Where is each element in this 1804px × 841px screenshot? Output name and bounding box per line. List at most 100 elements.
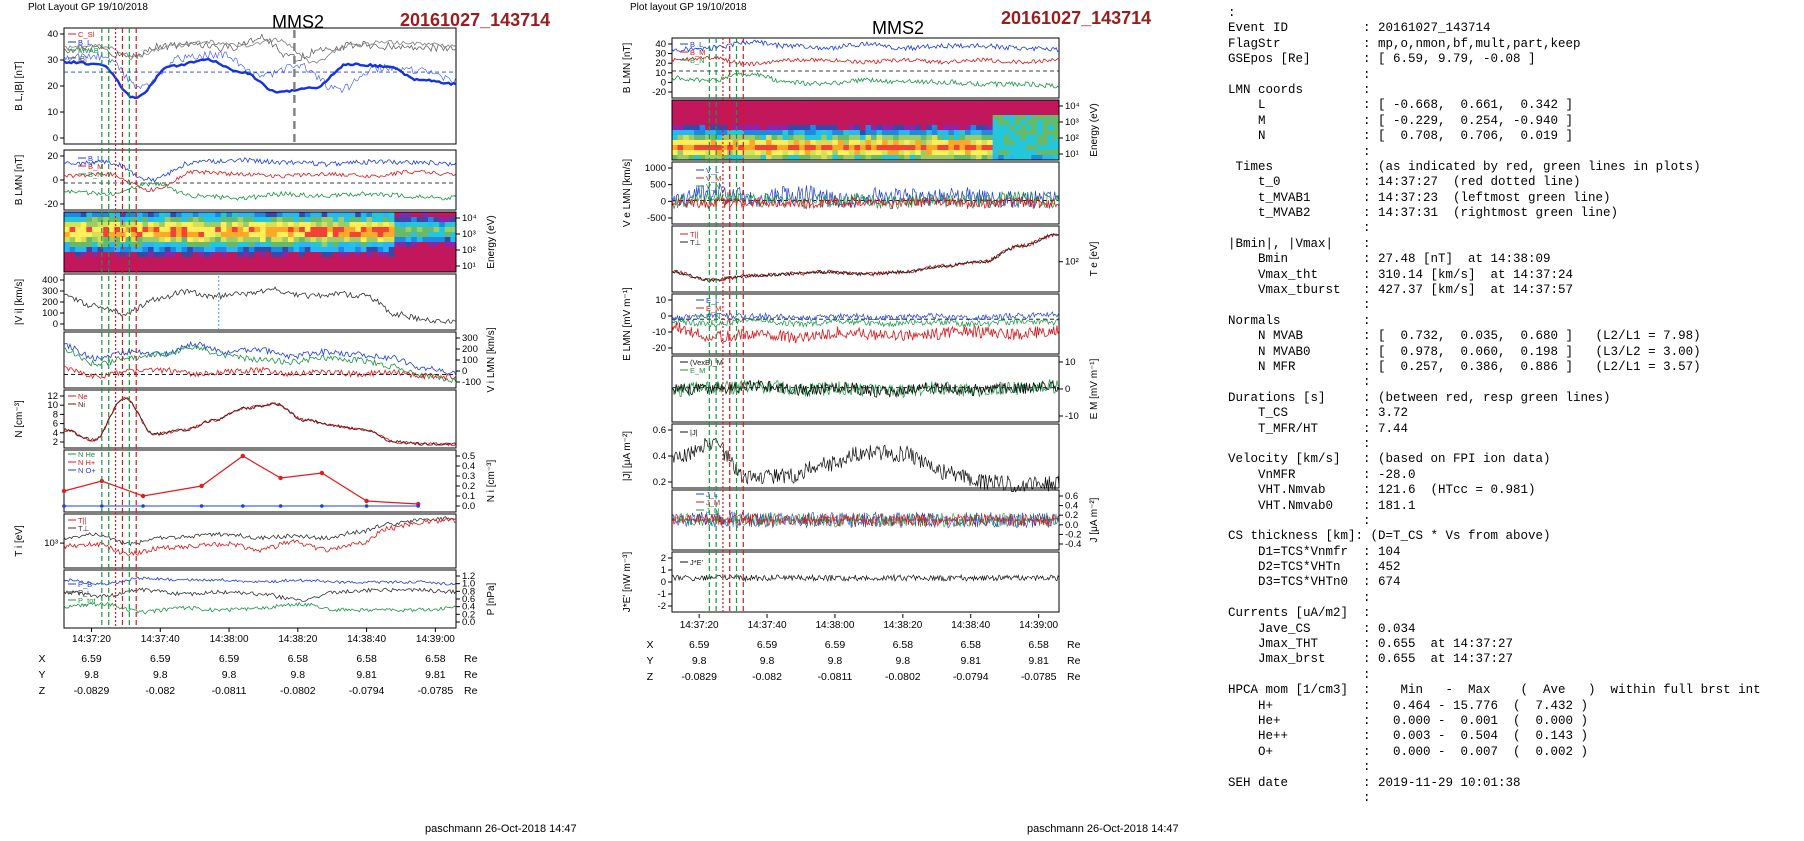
spectrogram-cell [114, 262, 121, 268]
spectrogram-cell [97, 252, 104, 258]
legend-entry: E_M [706, 304, 721, 313]
spectrogram-cell [777, 155, 783, 161]
spectrogram-cell [970, 150, 977, 156]
spectrogram-cell [237, 242, 244, 248]
spectrogram-cell [970, 130, 977, 136]
spectrogram-cell [433, 242, 440, 248]
spectrogram-cell [865, 125, 872, 131]
spectrogram-cell [372, 222, 378, 228]
time-tick-label: 14:38:40 [347, 634, 386, 645]
spectrogram-cell [738, 140, 745, 146]
spectrogram-cell [226, 212, 233, 218]
coord-value: 9.81 [1028, 655, 1049, 667]
spectrogram-cell [136, 232, 143, 238]
spectrogram-cell [64, 222, 70, 228]
spectrogram-cell [97, 217, 104, 223]
spectrogram-cell [810, 145, 817, 151]
spectrogram-cell [799, 130, 806, 136]
spectrogram-cell [909, 125, 916, 131]
spectrogram-cell [260, 257, 266, 263]
spectrogram-cell [898, 145, 905, 151]
spectrogram-cell [265, 252, 272, 258]
coord-value: -0.0794 [953, 671, 989, 683]
spectrogram-cell [1031, 115, 1038, 121]
spectrogram-cell [355, 237, 362, 243]
legend-entry: T|| [78, 516, 87, 525]
spectrogram-cell [965, 105, 971, 111]
spectrogram-cell [248, 212, 255, 218]
spectrogram-cell [226, 222, 233, 228]
spectrogram-cell [120, 217, 126, 223]
spectrogram-cell [148, 232, 154, 238]
spectrogram-cell [204, 242, 210, 248]
spectrogram-cell [832, 145, 839, 151]
spectrogram-cell [248, 227, 255, 233]
spectrogram-cell [444, 257, 451, 263]
spectrogram-cell [422, 227, 429, 233]
spectrogram-cell [204, 212, 210, 218]
spectrogram-cell [366, 262, 373, 268]
spectrogram-cell [327, 222, 334, 228]
spectrogram-cell [86, 237, 93, 243]
spectrogram-cell [299, 227, 306, 233]
spectrogram-cell [377, 237, 384, 243]
info-line: VHT.Nmvab0 : 181.1 [1228, 498, 1416, 513]
spectrogram-cell [959, 130, 966, 136]
nhe-line [63, 455, 419, 505]
nhe-point [278, 475, 283, 481]
spectrogram-cell [209, 242, 216, 248]
spectrogram-cell [204, 227, 210, 233]
y-axis-label: J [μA m⁻²] [1089, 497, 1100, 542]
spectrogram-cell [372, 242, 378, 248]
spectrogram-cell [220, 232, 227, 238]
spectrogram-cell [226, 262, 233, 268]
spectrogram-cell [749, 155, 756, 161]
spectrogram-cell [931, 150, 938, 156]
spectrogram-cell [248, 252, 255, 258]
spectrogram-cell [672, 100, 678, 106]
spectrogram-cell [1042, 135, 1049, 141]
spectrogram-cell [142, 217, 149, 223]
spectrogram-cell [416, 257, 423, 263]
spectrogram-cell [782, 130, 789, 136]
spectrogram-cell [450, 257, 457, 263]
spectrogram-cell [304, 252, 311, 258]
spectrogram-cell [148, 237, 154, 243]
spectrogram-cell [394, 242, 401, 248]
spectrogram-cell [959, 135, 966, 141]
spectrogram-cell [1036, 110, 1043, 116]
spectrogram-cell [760, 135, 767, 141]
spectrogram-cell [732, 130, 739, 136]
info-line: Event ID : 20161027_143714 [1228, 21, 1491, 36]
spectrogram-cell [865, 135, 872, 141]
spectrogram-cell [64, 267, 70, 273]
spectrogram-cell [1047, 125, 1054, 131]
left-spacecraft-title: MMS2 [272, 12, 325, 32]
spectrogram-cell [826, 140, 833, 146]
spectrogram-cell [1047, 140, 1054, 146]
spectrogram-cell [444, 222, 451, 228]
spectrogram-cell [1042, 125, 1049, 131]
time-tick-label: 14:37:40 [748, 620, 787, 631]
spectrogram-cell [422, 232, 429, 238]
spectrogram-cell [705, 120, 712, 126]
spectrogram-cell [86, 257, 93, 263]
spectrogram-cell [321, 232, 328, 238]
spectrogram-cell [915, 145, 922, 151]
spectrogram-cell [694, 125, 701, 131]
spectrogram-cell [793, 155, 800, 161]
spectrogram-cell [882, 100, 889, 106]
spectrogram-cell [243, 227, 250, 233]
spectrogram-cell [876, 130, 883, 136]
spectrogram-cell [721, 135, 728, 141]
spectrogram-cell [788, 105, 795, 111]
spectrogram-cell [428, 217, 434, 223]
spectrogram-cell [848, 125, 855, 131]
spectrogram-cell [683, 120, 689, 126]
spectrogram-cell [799, 135, 806, 141]
spectrogram-cell [271, 252, 278, 258]
spectrogram-cell [164, 212, 171, 218]
y-tick-label: 1.0 [462, 579, 475, 590]
spectrogram-cell [355, 212, 362, 218]
